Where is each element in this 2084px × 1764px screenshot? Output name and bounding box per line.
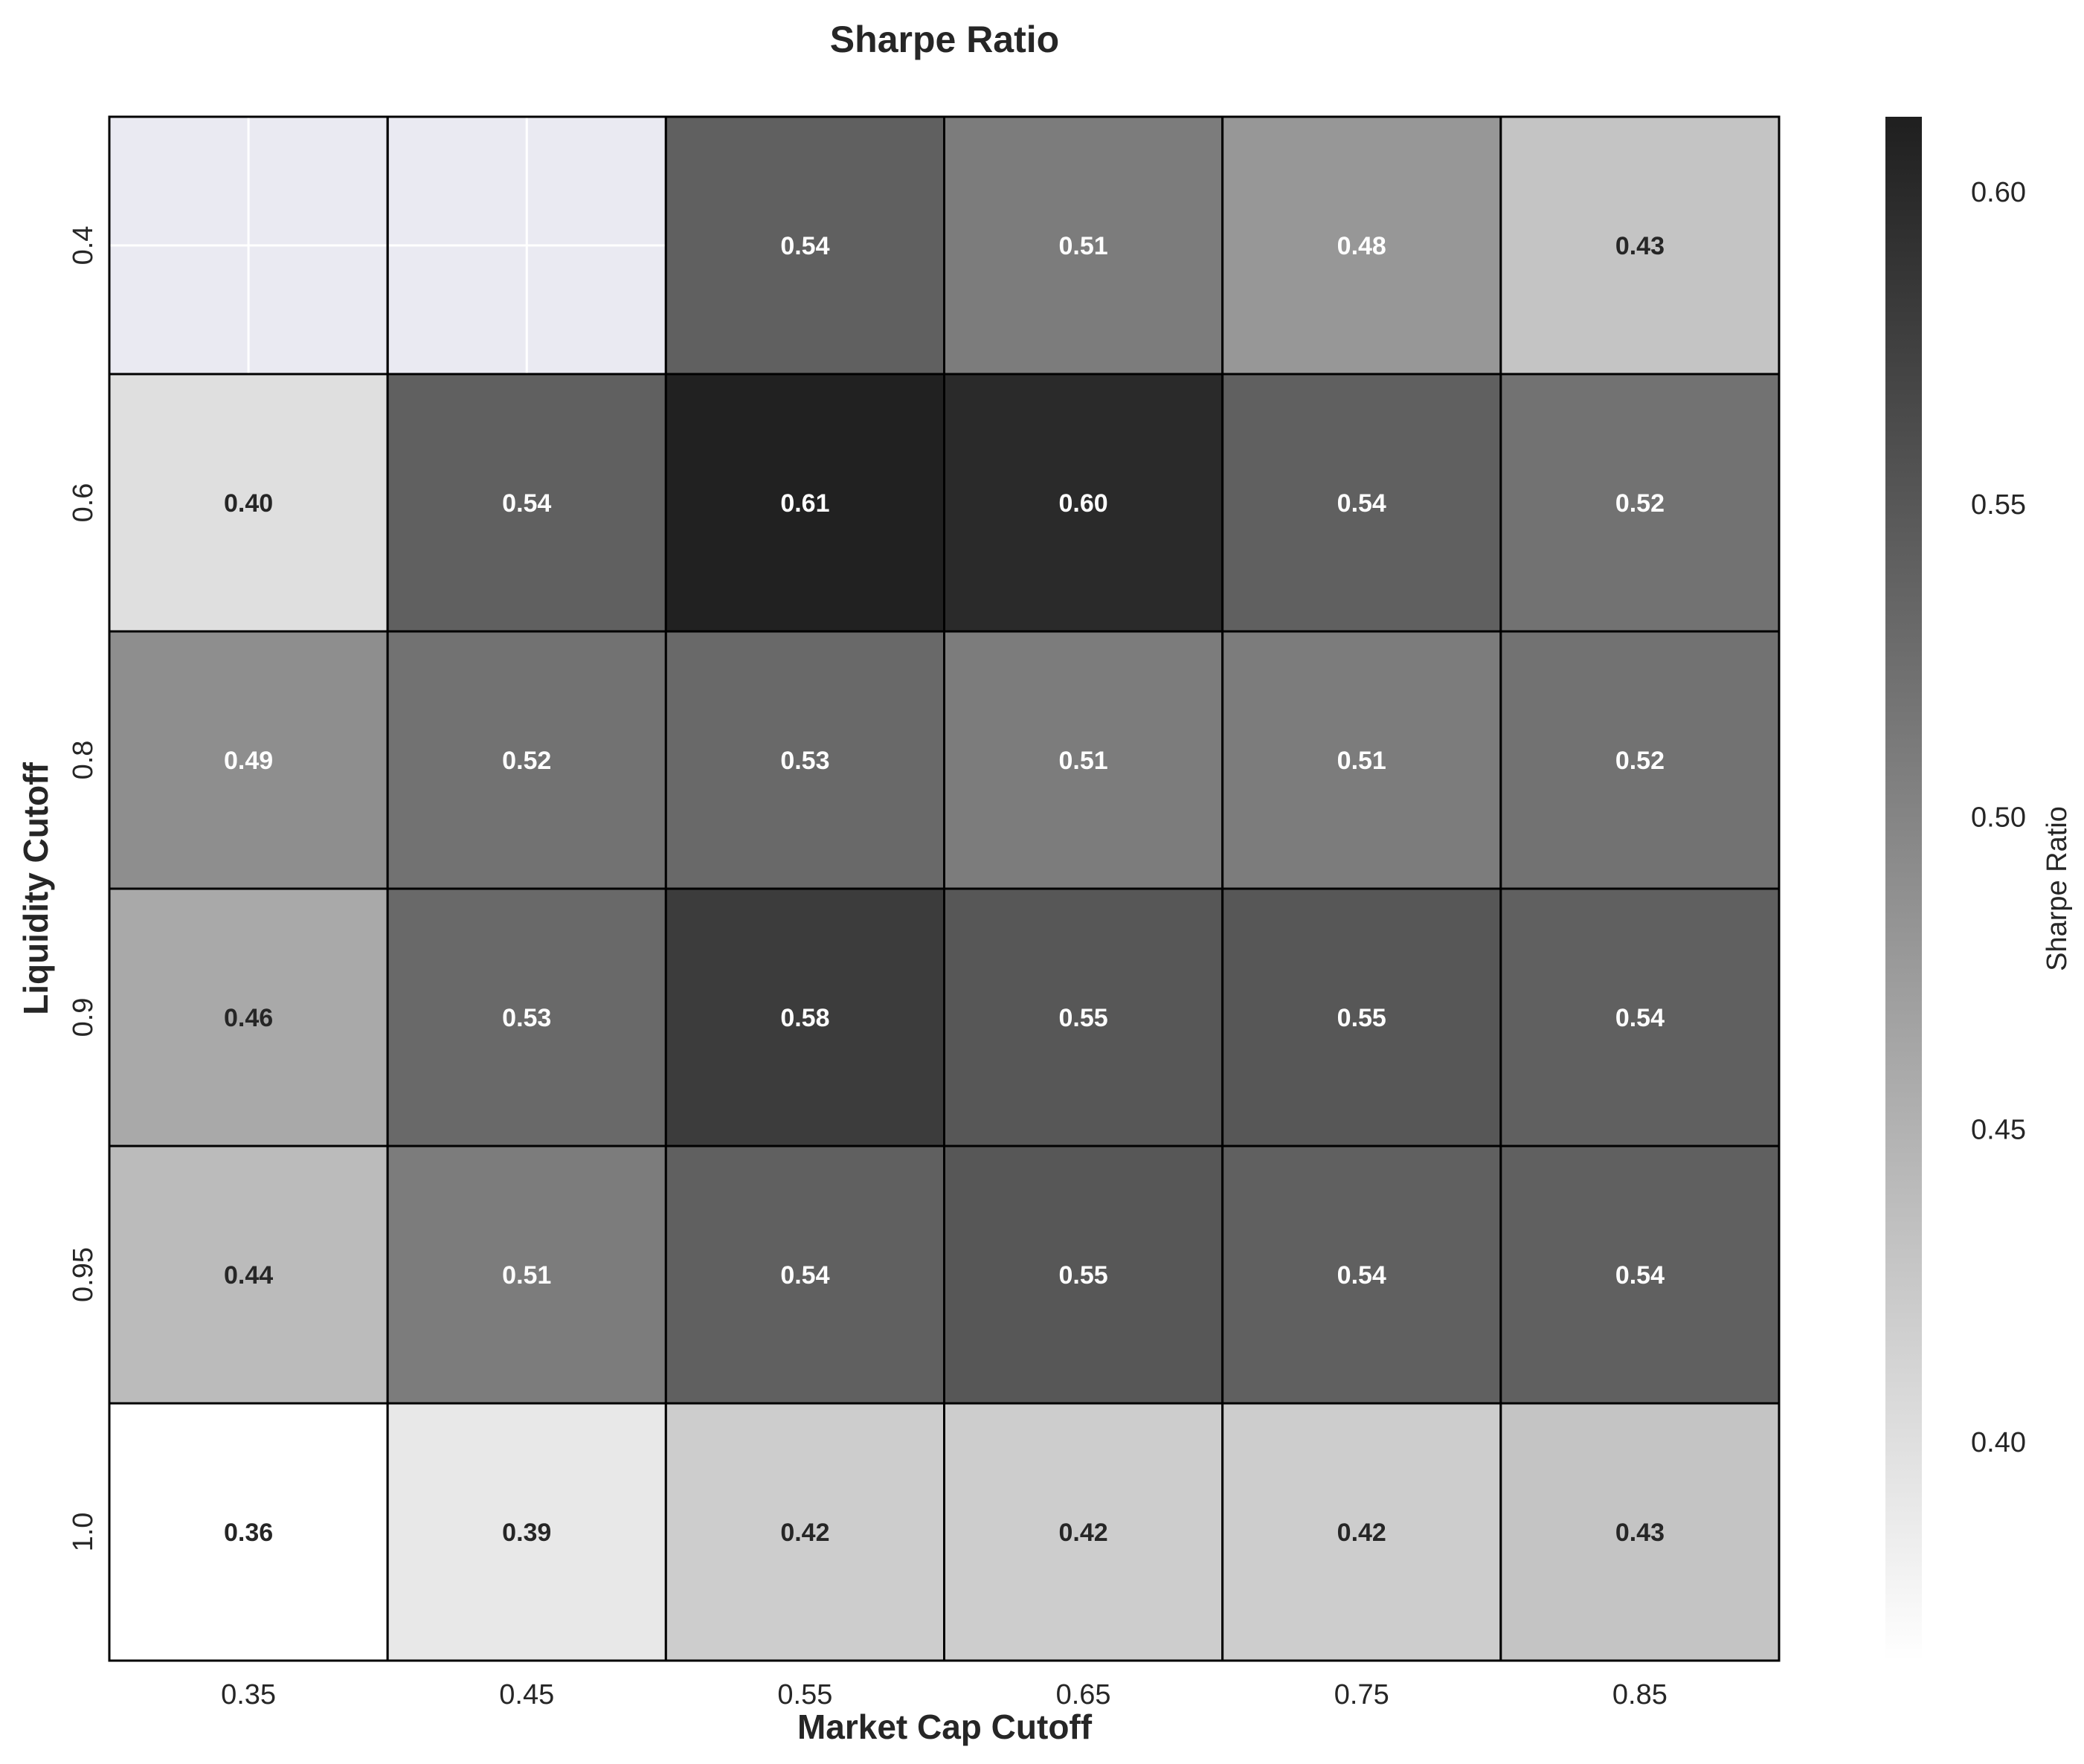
cell-value-label: 0.51	[1058, 747, 1107, 775]
heatmap-cell	[109, 631, 388, 889]
plot-frame	[108, 115, 1781, 1662]
cell-value-label: 0.58	[780, 1004, 829, 1032]
heatmap-cell	[387, 631, 666, 889]
cell-value-label: 0.42	[1337, 1519, 1386, 1547]
cell-value-label: 0.43	[1615, 1519, 1665, 1547]
chart-title: Sharpe Ratio	[830, 19, 1059, 60]
heatmap-cell	[1500, 117, 1779, 374]
y-tick-label: 0.95	[68, 1247, 99, 1302]
ticks-layer: 0.35 0.45 0.55 0.65 0.75 0.85 0.4 0.6 0.8 0.9 0.95…	[68, 226, 1667, 1710]
y-axis-label: Liquidity Cutoff	[16, 762, 55, 1014]
colorbar-tick-label: 0.55	[1971, 489, 2026, 521]
x-tick-label: 0.65	[1056, 1679, 1111, 1710]
cell-value-label: 0.60	[1058, 489, 1107, 518]
heatmap-cell	[109, 1403, 388, 1661]
heatmap-cell	[666, 117, 945, 374]
cell-value-label: 0.44	[224, 1261, 273, 1290]
x-tick-label: 0.45	[499, 1679, 554, 1710]
heatmap-cell	[387, 374, 666, 631]
cell-value-label: 0.52	[1615, 489, 1665, 518]
cell-value-label: 0.53	[780, 747, 829, 775]
cell-value-label: 0.48	[1337, 232, 1386, 260]
heatmap-cell	[666, 631, 945, 889]
cell-value-label: 0.36	[224, 1519, 273, 1547]
cells-layer	[108, 115, 1781, 1662]
heatmap-cell	[666, 1403, 945, 1661]
cell-value-label: 0.54	[780, 232, 829, 260]
heatmap-cell	[1222, 374, 1501, 631]
cell-value-label: 0.54	[502, 489, 551, 518]
heatmap-cell	[1222, 117, 1501, 374]
x-axis-label: Market Cap Cutoff	[797, 1707, 1093, 1746]
heatmap-cell	[387, 889, 666, 1146]
heatmap-cell	[1222, 1146, 1501, 1403]
colorbar-gradient	[1885, 117, 1922, 1661]
heatmap-cell	[1500, 631, 1779, 889]
cell-value-label: 0.42	[780, 1519, 829, 1547]
heatmap-cell	[944, 1403, 1223, 1661]
cell-value-label: 0.53	[502, 1004, 551, 1032]
cell-value-label: 0.54	[1615, 1261, 1665, 1290]
heatmap-cell	[1500, 1403, 1779, 1661]
heatmap-cell	[944, 117, 1223, 374]
cell-value-label: 0.54	[1615, 1004, 1665, 1032]
cell-value-label: 0.39	[502, 1519, 551, 1547]
colorbar-tick-label: 0.45	[1971, 1115, 2026, 1146]
cell-value-label: 0.55	[1058, 1261, 1107, 1290]
colorbar: 0.40 0.45 0.50 0.55 0.60	[1885, 117, 2026, 1661]
cell-value-label: 0.54	[780, 1261, 829, 1290]
y-tick-label: 0.4	[68, 226, 99, 265]
heatmap-cell	[387, 1403, 666, 1661]
heatmap-cell	[1222, 1403, 1501, 1661]
x-tick-label: 0.55	[777, 1679, 832, 1710]
heatmap-cell	[666, 1146, 945, 1403]
y-tick-label: 1.0	[68, 1513, 99, 1552]
cell-value-label: 0.42	[1058, 1519, 1107, 1547]
x-tick-label: 0.35	[221, 1679, 276, 1710]
cell-value-label: 0.43	[1615, 232, 1665, 260]
heatmap-cell	[944, 631, 1223, 889]
colorbar-tick-label: 0.60	[1971, 177, 2026, 208]
cell-value-label: 0.46	[224, 1004, 273, 1032]
y-tick-label: 0.9	[68, 998, 99, 1037]
cell-value-label: 0.54	[1337, 489, 1386, 518]
cell-value-label: 0.55	[1337, 1004, 1386, 1032]
heatmap-cell	[944, 1146, 1223, 1403]
x-tick-label: 0.75	[1334, 1679, 1389, 1710]
cell-value-label: 0.55	[1058, 1004, 1107, 1032]
cell-value-label: 0.52	[502, 747, 551, 775]
cell-value-label: 0.61	[780, 489, 829, 518]
heatmap-cell	[1222, 889, 1501, 1146]
heatmap-cell	[387, 1146, 666, 1403]
heatmap-cell	[109, 889, 388, 1146]
heatmap-cell	[944, 889, 1223, 1146]
heatmap-cell	[1222, 631, 1501, 889]
cell-value-label: 0.51	[502, 1261, 551, 1290]
heatmap-cell	[1500, 374, 1779, 631]
colorbar-tick-label: 0.50	[1971, 802, 2026, 833]
y-tick-label: 0.6	[68, 483, 99, 523]
heatmap-cell	[666, 374, 945, 631]
cell-value-label: 0.51	[1058, 232, 1107, 260]
heatmap-cell	[109, 374, 388, 631]
cell-value-label: 0.51	[1337, 747, 1386, 775]
cell-labels-layer: 0.54 0.51 0.48 0.43 0.40 0.54 0.61 0.60 0.54 0.52…	[224, 232, 1665, 1547]
colorbar-label: Sharpe Ratio	[2042, 806, 2073, 971]
x-tick-label: 0.85	[1612, 1679, 1667, 1710]
heatmap-cell	[944, 374, 1223, 631]
y-tick-label: 0.8	[68, 741, 99, 780]
heatmap-cell	[1500, 1146, 1779, 1403]
heatmap-cell	[109, 1146, 388, 1403]
heatmap-cell	[666, 889, 945, 1146]
cell-value-label: 0.54	[1337, 1261, 1386, 1290]
cell-value-label: 0.52	[1615, 747, 1665, 775]
heatmap-cell	[1500, 889, 1779, 1146]
colorbar-tick-label: 0.40	[1971, 1427, 2026, 1458]
cell-value-label: 0.49	[224, 747, 273, 775]
cell-value-label: 0.40	[224, 489, 273, 518]
